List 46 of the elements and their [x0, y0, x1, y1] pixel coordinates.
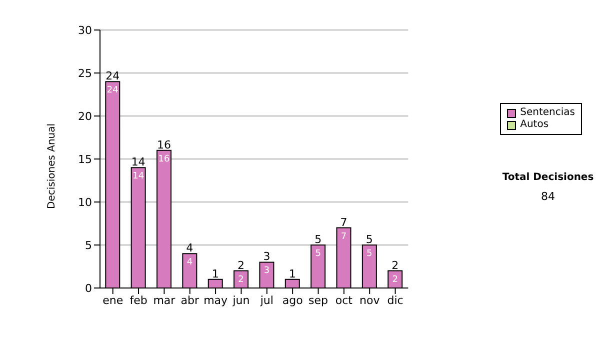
y-tick-label: 10 — [78, 196, 92, 209]
data-label: 2 — [392, 274, 398, 285]
text: Total Decisiones — [501, 172, 595, 183]
data-label: 5 — [315, 249, 321, 259]
data-label: 2 — [238, 274, 244, 285]
data-label: 3 — [264, 266, 270, 276]
text: 84 — [540, 190, 556, 203]
x-tick-label: dic — [387, 294, 404, 307]
total-label: 1 — [288, 267, 296, 280]
data-label: 16 — [158, 154, 170, 164]
x-tick-label: feb — [130, 294, 148, 307]
data-label: 4 — [186, 258, 193, 268]
x-tick-label: jul — [259, 294, 274, 307]
x-tick-label: ago — [282, 294, 304, 307]
total-label: 5 — [366, 233, 373, 246]
x-tick-label: oct — [335, 294, 354, 307]
y-tick-label: 5 — [85, 238, 92, 252]
legend-label: Sentencias — [520, 107, 575, 119]
total-label: 2 — [392, 258, 399, 272]
y-tick-label: 20 — [78, 110, 92, 123]
legend-label: Autos — [520, 119, 549, 131]
x-tick-label: abr — [180, 294, 200, 307]
total-label: 7 — [340, 216, 348, 229]
data-label: 7 — [340, 232, 347, 242]
x-tick-label: ene — [102, 294, 124, 307]
x-tick-label: jun — [232, 294, 250, 307]
total-label: 16 — [157, 138, 172, 152]
y-tick-label: 25 — [78, 66, 92, 80]
x-tick-label: mar — [153, 294, 176, 307]
x-tick-label: nov — [360, 294, 380, 307]
x-tick-label: sep — [308, 294, 328, 307]
total-label: 24 — [106, 70, 120, 83]
total-label: 4 — [186, 242, 194, 255]
x-tick-label: may — [204, 294, 228, 307]
y-tick-label: 0 — [85, 282, 92, 295]
total-label: 2 — [238, 258, 245, 272]
y-tick-label: 30 — [78, 24, 92, 37]
data-label: 14 — [132, 172, 144, 182]
total-label: 1 — [212, 267, 219, 280]
total-label: 14 — [131, 156, 146, 169]
data-label: 24 — [106, 86, 119, 96]
data-label: 5 — [366, 249, 372, 259]
total-label: 5 — [314, 233, 322, 246]
total-label: 3 — [263, 250, 270, 264]
y-axis-title: Decisiones Anual — [46, 123, 58, 209]
y-tick-label: 15 — [78, 152, 92, 166]
